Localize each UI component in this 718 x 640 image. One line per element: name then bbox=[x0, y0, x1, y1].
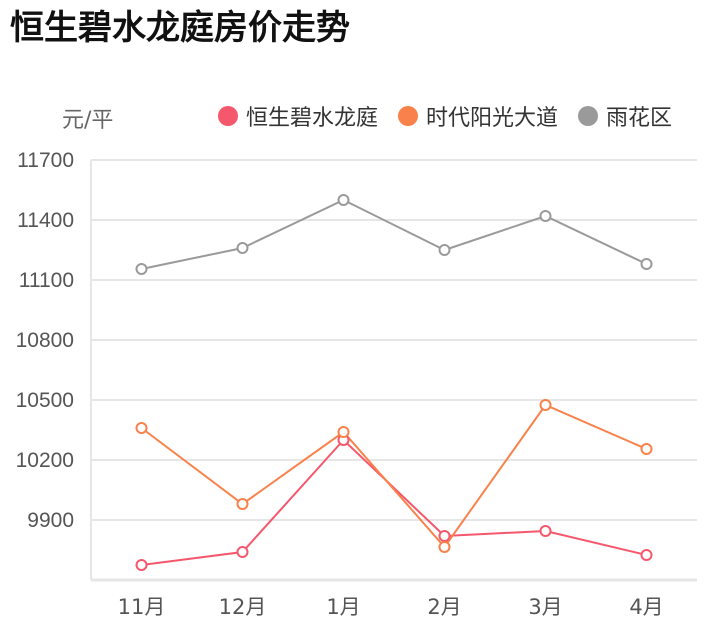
data-point[interactable] bbox=[135, 263, 148, 275]
y-tick-label: 11100 bbox=[19, 269, 74, 292]
x-tick-label: 3月 bbox=[528, 595, 562, 619]
y-tick-label: 11400 bbox=[17, 209, 74, 232]
data-point[interactable] bbox=[438, 244, 451, 256]
data-point[interactable] bbox=[236, 546, 249, 558]
data-point[interactable] bbox=[640, 443, 653, 455]
legend-item-shidai[interactable]: 时代阳光大道 bbox=[398, 100, 558, 132]
legend-dot-icon bbox=[218, 106, 238, 126]
data-point[interactable] bbox=[135, 422, 148, 434]
data-point[interactable] bbox=[337, 194, 350, 206]
data-point[interactable] bbox=[539, 525, 552, 537]
legend-dot-icon bbox=[398, 106, 419, 126]
x-axis: 11月 12月 1月 2月 3月 4月 bbox=[118, 595, 664, 619]
legend: 恒生碧水龙庭 时代阳光大道 雨花区 bbox=[218, 100, 692, 132]
legend-item-yuhua[interactable]: 雨花区 bbox=[578, 100, 672, 132]
y-tick-label: 11700 bbox=[17, 149, 74, 172]
data-point[interactable] bbox=[640, 549, 653, 561]
legend-item-hengsheng[interactable]: 恒生碧水龙庭 bbox=[218, 100, 378, 132]
data-point[interactable] bbox=[640, 258, 653, 270]
x-tick-label: 1月 bbox=[326, 595, 360, 619]
data-point[interactable] bbox=[539, 399, 552, 411]
data-point[interactable] bbox=[539, 210, 552, 222]
series-lines bbox=[135, 194, 653, 571]
y-tick-label: 10500 bbox=[16, 389, 74, 412]
legend-dot-icon bbox=[578, 106, 599, 126]
x-tick-label: 2月 bbox=[427, 595, 461, 619]
chart-title: 恒生碧水龙庭房价走势 bbox=[10, 8, 350, 48]
y-axis-unit-label: 元/平 bbox=[62, 108, 114, 133]
data-point[interactable] bbox=[135, 559, 148, 571]
series-line bbox=[141, 438, 647, 566]
grid-lines bbox=[90, 159, 697, 582]
x-tick-label: 4月 bbox=[629, 595, 663, 619]
data-point[interactable] bbox=[236, 498, 249, 510]
series-line bbox=[140, 403, 647, 549]
y-axis: 9900 10200 10500 10800 11100 11400 11700 bbox=[16, 149, 74, 532]
legend-label: 雨花区 bbox=[606, 106, 673, 131]
legend-label: 时代阳光大道 bbox=[426, 106, 559, 131]
y-tick-label: 9900 bbox=[27, 509, 74, 532]
data-point[interactable] bbox=[438, 530, 451, 542]
y-tick-label: 10800 bbox=[16, 329, 74, 352]
x-tick-label: 12月 bbox=[219, 595, 267, 619]
y-tick-label: 10200 bbox=[16, 449, 74, 472]
legend-label: 恒生碧水龙庭 bbox=[246, 106, 379, 131]
data-point[interactable] bbox=[236, 242, 249, 254]
data-point[interactable] bbox=[337, 426, 350, 438]
data-point[interactable] bbox=[438, 541, 451, 553]
x-tick-label: 11月 bbox=[118, 595, 166, 619]
series-line bbox=[141, 198, 647, 270]
